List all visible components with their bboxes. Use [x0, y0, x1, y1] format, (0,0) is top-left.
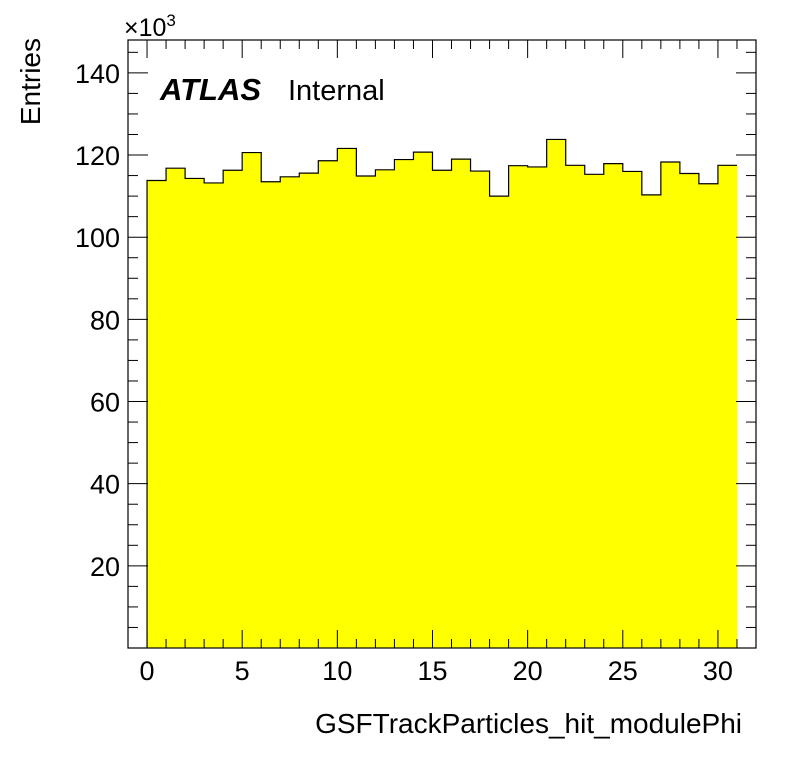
y-tick-label: 120 — [75, 141, 120, 171]
histogram-bar — [622, 171, 643, 648]
histogram-bar — [318, 160, 338, 648]
histogram-bar — [603, 163, 624, 648]
atlas-label: ATLAS — [159, 72, 261, 107]
y-tick-labels: 20 40 60 80 100 120 140 — [75, 59, 120, 582]
x-tick-label: 25 — [608, 656, 638, 686]
histogram-bar — [375, 169, 395, 648]
histogram-outline — [146, 138, 737, 648]
histogram-bar — [698, 183, 719, 648]
histogram-bar — [185, 178, 205, 648]
histogram-bar — [717, 165, 738, 648]
histogram-bar — [223, 170, 243, 648]
y-tick-label: 40 — [90, 470, 120, 500]
histogram-bar — [470, 171, 490, 648]
histogram-bar — [679, 173, 700, 648]
y-axis-label: Entries — [15, 38, 46, 125]
y-tick-label: 100 — [75, 223, 120, 253]
x-tick-label: 5 — [235, 656, 250, 686]
histogram-bar — [451, 159, 471, 648]
histogram-bar — [242, 152, 262, 648]
histogram-bar — [261, 181, 281, 648]
histogram-bar — [204, 182, 224, 648]
histogram-bar — [337, 148, 357, 649]
x-tick-label: 10 — [322, 656, 352, 686]
y-tick-label: 80 — [90, 305, 120, 335]
histogram-bar — [489, 196, 510, 649]
histogram-bar — [280, 176, 300, 649]
histogram-bar — [166, 168, 186, 648]
axis-ticks — [127, 40, 757, 648]
x-tick-label: 15 — [417, 656, 447, 686]
histogram-bars — [147, 139, 738, 649]
x-tick-label: 0 — [140, 656, 155, 686]
y-tick-label: 20 — [90, 552, 120, 582]
histogram-bar — [641, 194, 662, 648]
plot-frame — [127, 39, 757, 649]
x-tick-label: 30 — [703, 656, 733, 686]
x-tick-label: 20 — [513, 656, 543, 686]
histogram-bar — [356, 175, 376, 648]
histogram-bar — [508, 165, 529, 648]
y-tick-label: 140 — [75, 59, 120, 89]
x-axis-label: GSFTrackParticles_hit_modulePhi — [315, 708, 742, 739]
y-multiplier: ×103 — [124, 11, 176, 42]
y-tick-label: 60 — [90, 388, 120, 418]
atlas-status-label: Internal — [288, 75, 385, 107]
histogram-bar — [299, 173, 319, 648]
histogram-bar — [147, 180, 167, 648]
histogram-bar — [394, 159, 414, 648]
histogram-bar — [413, 152, 433, 648]
histogram-bar — [584, 174, 605, 648]
histogram-bar — [432, 170, 452, 648]
x-tick-labels: 0 5 10 15 20 25 30 — [140, 656, 733, 686]
histogram-bar — [546, 139, 567, 649]
histogram-bar — [565, 165, 586, 648]
histogram-bar — [527, 166, 548, 648]
histogram-bar — [660, 162, 681, 648]
